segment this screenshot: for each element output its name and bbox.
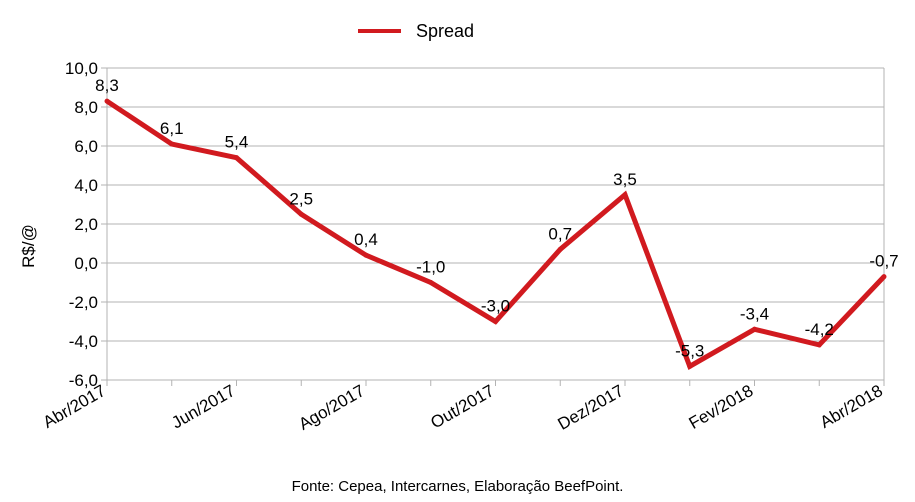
data-point [104, 98, 110, 104]
y-tick-label: 2,0 [74, 215, 98, 234]
y-axis-label: R$/@ [19, 224, 38, 268]
y-tick-label: 4,0 [74, 176, 98, 195]
data-point [363, 252, 369, 258]
data-point [881, 274, 887, 280]
data-point [687, 363, 693, 369]
x-tick-label: Abr/2018 [817, 381, 886, 432]
data-label: 6,1 [160, 119, 184, 138]
source-note: Fonte: Cepea, Intercarnes, Elaboração Be… [291, 478, 624, 495]
data-point [557, 246, 563, 252]
legend-label-spread: Spread [416, 21, 474, 41]
data-point [169, 141, 175, 147]
data-label: -1,0 [416, 258, 445, 277]
y-tick-label: 10,0 [65, 59, 98, 78]
data-label: -0,7 [869, 252, 898, 271]
data-label: 0,7 [548, 224, 572, 243]
data-point [752, 326, 757, 332]
data-point [816, 342, 822, 348]
y-tick-label: -2,0 [69, 293, 98, 312]
data-label: 0,4 [354, 230, 378, 249]
y-tick-label: 0,0 [74, 254, 98, 273]
data-label: -3,4 [740, 304, 769, 323]
data-point [622, 192, 628, 198]
data-label: 5,4 [225, 133, 249, 152]
x-axis-ticks: Abr/2017 Jun/2017 Ago/2017 Out/2017 Dez/2017… [40, 380, 886, 434]
series-line-spread [105, 99, 886, 370]
data-label: -5,3 [675, 341, 704, 360]
y-tick-label: 6,0 [74, 137, 98, 156]
data-label: -4,2 [805, 320, 834, 339]
y-tick-label: -4,0 [69, 332, 98, 351]
y-tick-label: 8,0 [74, 98, 98, 117]
x-tick-label: Fev/2018 [686, 381, 757, 433]
y-tick-label: -6,0 [69, 371, 98, 390]
data-point [428, 280, 434, 285]
x-tick-label: Ago/2017 [295, 381, 368, 434]
x-tick-label: Jun/2017 [168, 381, 238, 432]
series-group [104, 98, 887, 370]
data-label: -3,0 [481, 297, 510, 316]
data-label: 3,5 [613, 170, 637, 189]
data-point [298, 211, 304, 217]
data-point [493, 319, 498, 324]
y-axis-ticks: 10,0 8,0 6,0 4,0 2,0 0,0 -2,0 -4,0 -6,0 [65, 59, 107, 390]
data-label: 2,5 [289, 189, 313, 208]
data-labels: 8,3 6,1 5,4 2,5 0,4 -1,0 -3,0 0,7 3,5 -5,3 -3,4 -4,… [95, 76, 898, 360]
x-tick-label: Out/2017 [427, 381, 497, 432]
data-point [234, 155, 239, 161]
legend: Spread [358, 21, 474, 41]
x-tick-label: Dez/2017 [554, 381, 627, 434]
data-label: 8,3 [95, 76, 119, 95]
